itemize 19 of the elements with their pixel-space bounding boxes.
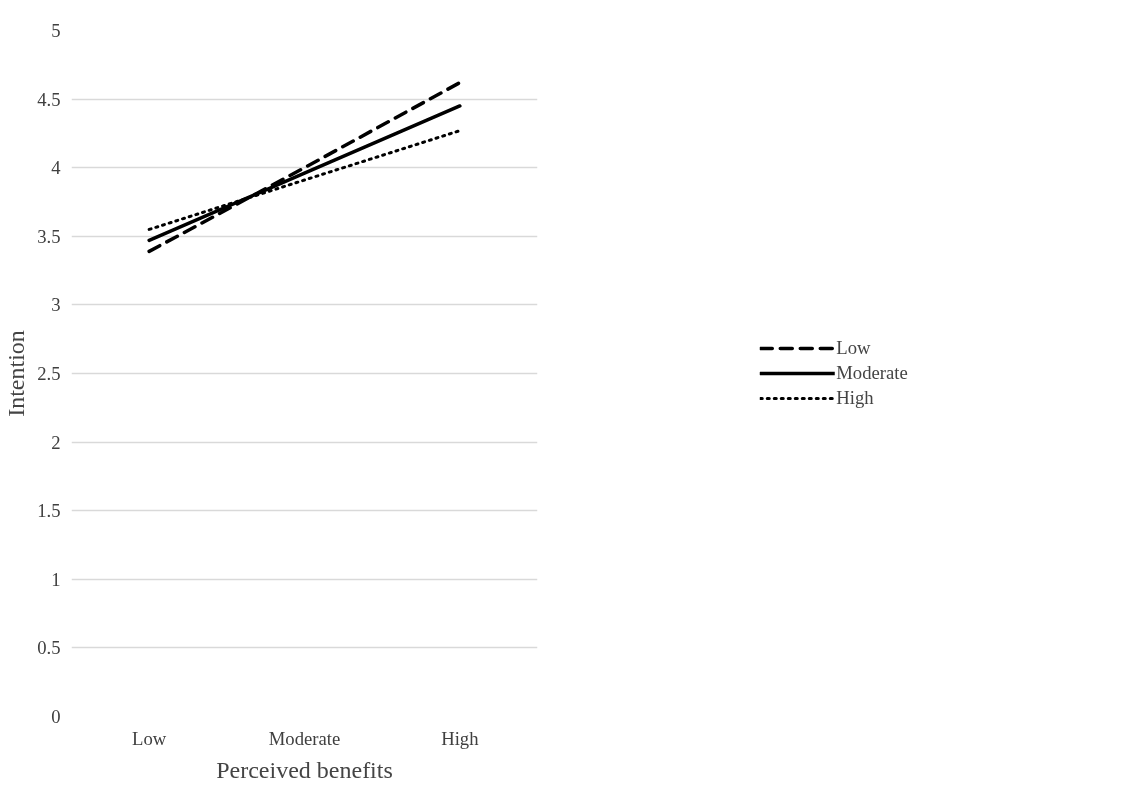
y-tick-label: 4	[51, 157, 62, 179]
y-tick-label: 0.5	[37, 637, 61, 659]
x-axis-title: Perceived benefits	[216, 756, 393, 783]
y-tick-label: 5	[51, 20, 61, 41]
y-tick-label: 2	[51, 431, 61, 453]
x-tick-label: Moderate	[268, 727, 341, 749]
y-axis-title: Intention	[3, 330, 30, 417]
legend-label: Moderate	[836, 362, 908, 384]
y-tick-label: 0	[51, 706, 61, 727]
y-tick-label: 1	[51, 568, 61, 590]
legend-label: Low	[836, 337, 871, 359]
y-tick-label: 1.5	[37, 500, 61, 522]
y-tick-label: 3.5	[37, 225, 61, 247]
x-tick-label: High	[441, 727, 480, 749]
y-tick-label: 4.5	[37, 88, 61, 110]
y-tick-label: 3	[51, 294, 61, 316]
y-tick-label: 2.5	[37, 363, 61, 384]
legend-label: High	[836, 387, 874, 409]
x-tick-label: Low	[132, 727, 167, 749]
